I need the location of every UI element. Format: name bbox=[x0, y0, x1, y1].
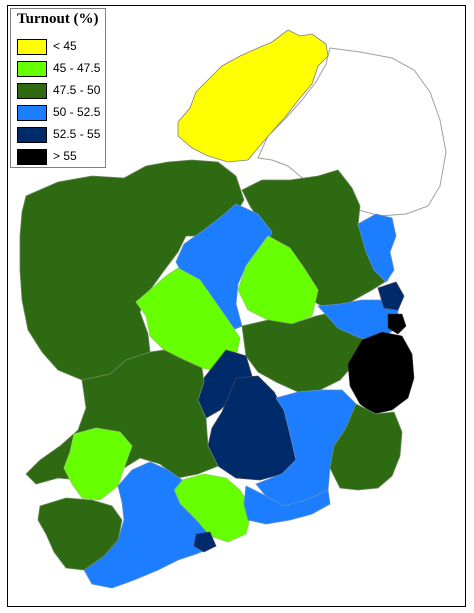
legend-title: Turnout (%) bbox=[17, 11, 99, 27]
legend-swatch-navy bbox=[17, 127, 47, 143]
region-donegal bbox=[177, 29, 329, 163]
legend-swatch-black bbox=[17, 149, 47, 165]
region-west bbox=[19, 159, 245, 381]
region-louth bbox=[357, 213, 397, 283]
region-waterford bbox=[243, 485, 331, 525]
legend-swatch-light-green bbox=[17, 61, 47, 77]
legend-item: 50 - 52.5 bbox=[17, 103, 107, 123]
region-kerry-south bbox=[37, 497, 123, 571]
legend-label: 47.5 - 50 bbox=[53, 83, 101, 97]
region-kerry bbox=[63, 427, 133, 501]
region-wexford bbox=[329, 403, 403, 491]
region-tipperary bbox=[207, 375, 297, 481]
legend-item: < 45 bbox=[17, 37, 107, 57]
region-fingal bbox=[377, 281, 405, 311]
legend-swatch-yellow bbox=[17, 39, 47, 55]
region-wicklow bbox=[347, 331, 415, 415]
region-cork-city bbox=[193, 531, 217, 553]
legend-label: 50 - 52.5 bbox=[53, 105, 101, 119]
legend-label: 45 - 47.5 bbox=[53, 61, 101, 75]
legend-label: 52.5 - 55 bbox=[53, 127, 101, 141]
legend-item: 52.5 - 55 bbox=[17, 125, 107, 145]
legend-label: > 55 bbox=[53, 149, 77, 163]
region-dublin bbox=[387, 313, 407, 335]
legend-swatch-blue bbox=[17, 105, 47, 121]
legend-item: 47.5 - 50 bbox=[17, 81, 107, 101]
map-legend: Turnout (%) < 45 45 - 47.5 47.5 - 50 50 … bbox=[10, 8, 106, 168]
legend-swatch-dark-green bbox=[17, 83, 47, 99]
legend-item: > 55 bbox=[17, 147, 107, 167]
legend-item: 45 - 47.5 bbox=[17, 59, 107, 79]
legend-label: < 45 bbox=[53, 39, 77, 53]
